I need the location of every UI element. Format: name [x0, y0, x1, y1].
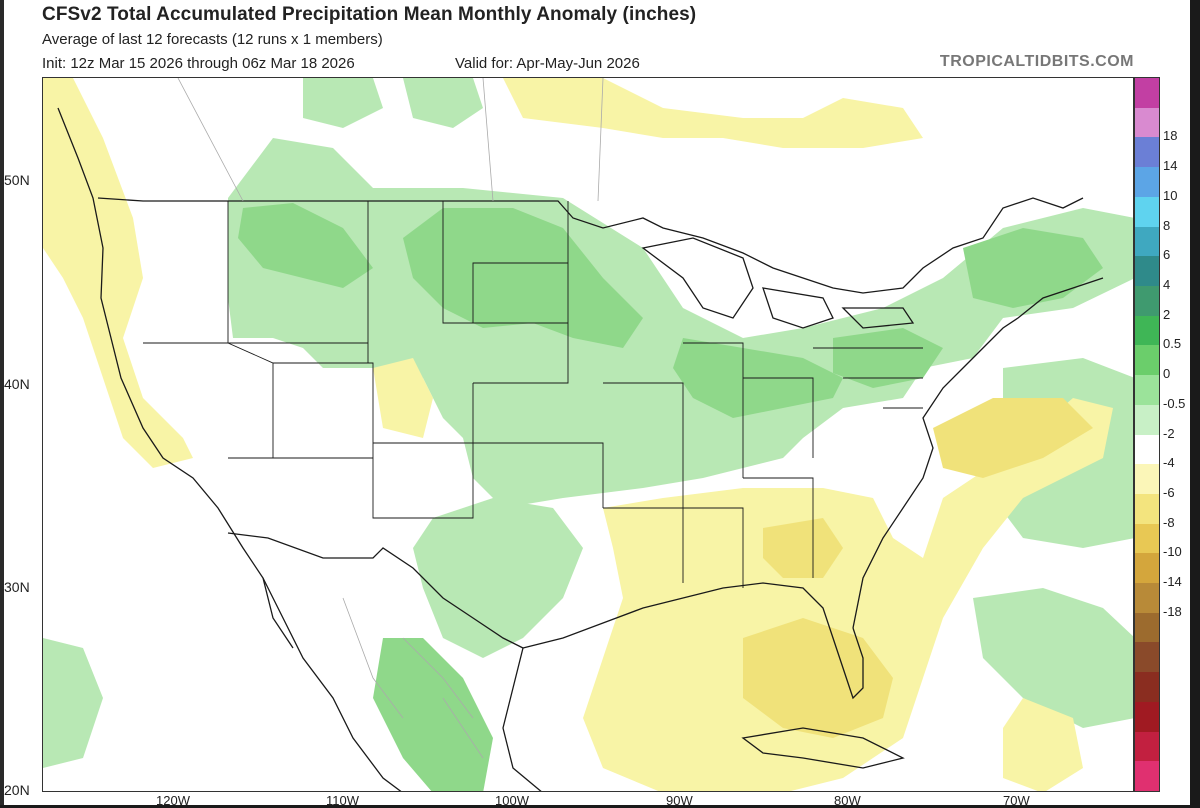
colorbar-tick-label: 4	[1163, 276, 1171, 292]
image-edge	[0, 0, 4, 805]
colorbar-segment	[1135, 761, 1159, 792]
colorbar-segment	[1135, 256, 1159, 287]
colorbar-tick-label: 0	[1163, 366, 1171, 382]
dry-area-southwest	[373, 358, 433, 438]
lon-label-70w: 70W	[1003, 793, 1030, 808]
great-lakes	[641, 237, 915, 329]
state-border-lines	[143, 201, 923, 588]
lat-label-50n: 50N	[4, 172, 30, 188]
colorbar-segment	[1135, 672, 1159, 703]
east-coastline	[852, 277, 1104, 629]
colorbar-segment	[1135, 345, 1159, 376]
init-time: Init: 12z Mar 15 2026 through 06z Mar 18…	[42, 55, 355, 72]
wet-area-montana	[238, 203, 373, 288]
colorbar-tick-label: 0.5	[1163, 336, 1182, 352]
colorbar-tick-label: 10	[1163, 187, 1178, 203]
west-coastline	[57, 107, 294, 649]
colorbar-segment	[1135, 701, 1159, 733]
map-panel	[42, 77, 1134, 792]
lon-label-100w: 100W	[495, 793, 529, 808]
valid-period: Valid for: Apr-May-Jun 2026	[455, 55, 640, 72]
colorbar-segment	[1135, 375, 1159, 406]
colorbar-tick-label: 14	[1163, 158, 1178, 174]
brand-watermark: TROPICALTIDBITS.COM	[939, 53, 1134, 70]
colorbar-tick-label: -6	[1163, 484, 1175, 500]
colorbar-segment	[1135, 612, 1159, 643]
wet-area-atlantic-south	[973, 588, 1133, 728]
colorbar-tick-label: -10	[1163, 544, 1182, 560]
colorbar-segment	[1135, 553, 1159, 584]
dry-area-baja	[1003, 698, 1083, 791]
canadian-provinces	[177, 78, 604, 202]
colorbar-segment	[1135, 226, 1159, 257]
dry-area-florida-core	[743, 618, 893, 738]
image-edge-right	[1190, 0, 1200, 805]
cuba-outline	[741, 727, 905, 769]
colorbar-segment	[1135, 315, 1159, 346]
figure-title: CFSv2 Total Accumulated Precipitation Me…	[42, 4, 697, 25]
lon-label-90w: 90W	[666, 793, 693, 808]
colorbar-tick-label: 6	[1163, 247, 1171, 263]
mexican-states	[342, 597, 484, 759]
lat-label-30n: 30N	[4, 579, 30, 595]
colorbar-segment	[1135, 285, 1159, 317]
colorbar-tick-label: 18	[1163, 128, 1178, 144]
lat-label-20n: 20N	[4, 782, 30, 798]
colorbar-segment	[1135, 78, 1159, 109]
wet-area-canada-east	[403, 78, 483, 128]
lon-label-80w: 80W	[834, 793, 861, 808]
dry-area-pacific-northwest	[43, 78, 193, 468]
wet-area-pennsylvania	[833, 328, 943, 388]
colorbar-segment	[1135, 493, 1159, 525]
colorbar-segment	[1135, 196, 1159, 228]
us-mexico-border	[227, 532, 524, 649]
colorbar-segment	[1135, 731, 1159, 762]
wet-area-texas	[413, 498, 583, 658]
colorbar-segment	[1135, 404, 1159, 435]
colorbar-tick-label: -14	[1163, 574, 1182, 590]
dry-anomaly-areas	[43, 78, 1113, 791]
colorbar-segment	[1135, 642, 1159, 673]
colorbar-tick-label: -4	[1163, 455, 1175, 471]
wet-area-upper-midwest	[403, 208, 643, 348]
colorbar-tick-label: 2	[1163, 306, 1171, 322]
colorbar-tick-label: -0.5	[1163, 395, 1186, 411]
country-borders-faint	[177, 78, 604, 759]
colorbar-segment	[1135, 137, 1159, 168]
mexico-west-coastline	[262, 577, 402, 791]
colorbar-tick-label: -2	[1163, 425, 1175, 441]
state-borders	[143, 201, 923, 588]
colorbar-tick-label: -8	[1163, 514, 1175, 530]
wet-area-northeast	[963, 228, 1103, 308]
map-boundaries	[57, 107, 1104, 791]
dry-area-gulf-southeast	[583, 398, 1113, 791]
lat-label-40n: 40N	[4, 376, 30, 392]
gulf-coastline	[522, 582, 864, 700]
colorbar-segment	[1135, 464, 1159, 495]
colorbar-tick-label: -18	[1163, 603, 1182, 619]
dry-area-georgia	[763, 518, 843, 578]
figure-subtitle: Average of last 12 forecasts (12 runs x …	[42, 31, 383, 48]
dry-area-atlantic-core	[933, 398, 1093, 478]
colorbar-segment	[1135, 523, 1159, 554]
us-canada-border	[97, 197, 1084, 294]
wet-area-pacific-south	[43, 638, 103, 768]
lon-label-120w: 120W	[156, 793, 190, 808]
colorbar-tick-label: 8	[1163, 217, 1171, 233]
wet-area-canada-north	[303, 78, 383, 128]
wet-area-mexico	[373, 638, 493, 791]
colorbar-segment	[1135, 583, 1159, 614]
lon-label-110w: 110W	[326, 793, 359, 808]
colorbar-segment	[1135, 434, 1159, 465]
map-canvas	[43, 78, 1133, 791]
mexico-east-coastline	[502, 647, 542, 791]
colorbar	[1134, 77, 1160, 792]
dry-area-canada-top	[503, 78, 923, 148]
colorbar-segment	[1135, 167, 1159, 198]
colorbar-segment	[1135, 107, 1159, 138]
